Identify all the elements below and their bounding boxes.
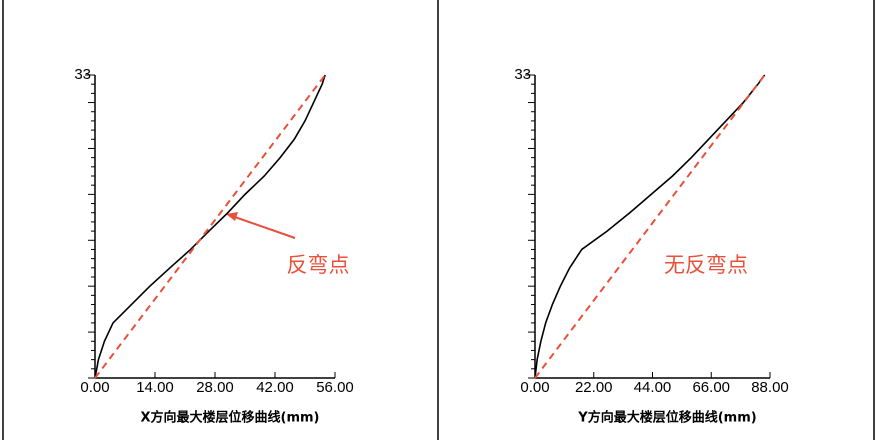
y-tick-label: 33 [514, 66, 531, 83]
x-tick-label: 42.00 [256, 379, 294, 396]
x-tick-label: 66.00 [692, 379, 730, 396]
series-line [534, 74, 766, 379]
series-line [94, 74, 326, 379]
series-line [534, 74, 766, 379]
annotation: 无反弯点 [664, 253, 748, 277]
x-tick-label: 44.00 [634, 379, 672, 396]
y-tick-label: 33 [74, 66, 91, 83]
x-tick-label: 0.00 [80, 379, 109, 396]
x-tick-label: 56.00 [316, 379, 354, 396]
arrow [231, 215, 296, 239]
x-tick-label: 28.00 [196, 379, 234, 396]
series-line [94, 74, 326, 379]
x-axis-label: X方向最大楼层位移曲线(mm) [141, 410, 320, 426]
arrow-head [226, 212, 238, 221]
annotation: 反弯点 [287, 253, 350, 277]
x-tick-label: 88.00 [751, 379, 789, 396]
x-axis-label: Y方向最大楼层位移曲线(mm) [577, 410, 756, 426]
x-tick-label: 22.00 [575, 379, 613, 396]
x-tick-label: 14.00 [136, 379, 174, 396]
x-tick-label: 0.00 [520, 379, 549, 396]
